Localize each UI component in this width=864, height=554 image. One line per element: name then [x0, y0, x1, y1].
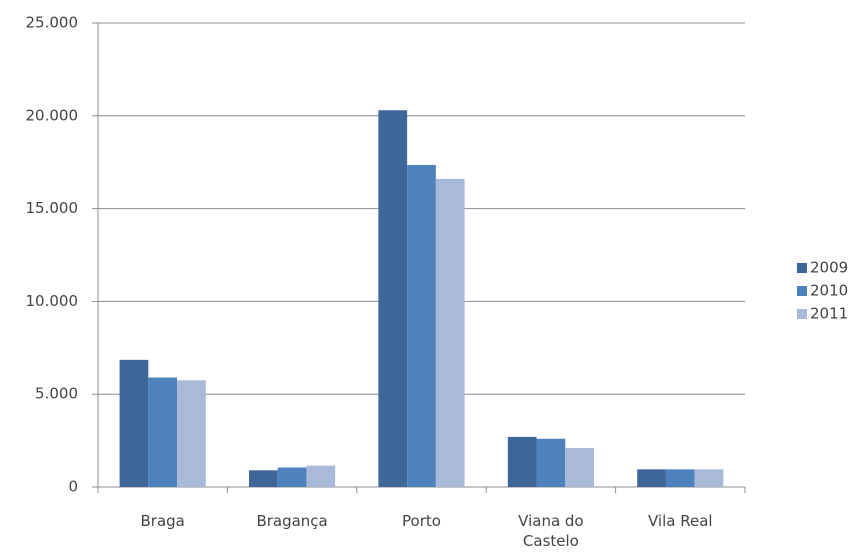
bar — [407, 164, 436, 487]
bar — [665, 469, 695, 487]
bar — [177, 380, 206, 487]
legend-swatch — [797, 263, 807, 273]
bar — [694, 469, 724, 487]
bar — [435, 178, 465, 488]
bar — [378, 110, 408, 488]
bar — [536, 438, 566, 487]
x-tick-label: Bragança — [256, 512, 328, 530]
x-tick-label: Porto — [402, 512, 441, 530]
x-tick-label: Braga — [140, 512, 185, 530]
y-tick-label: 5.000 — [35, 385, 78, 403]
bar — [277, 467, 307, 487]
x-tick-label: Viana do Castelo — [518, 512, 584, 550]
y-tick-label: 15.000 — [26, 199, 79, 217]
legend-swatch — [797, 309, 807, 319]
bar — [119, 359, 149, 487]
legend-label: 2010 — [810, 282, 848, 300]
y-tick-label: 0 — [68, 478, 78, 496]
bar — [148, 377, 178, 487]
legend-label: 2011 — [810, 305, 848, 323]
y-tick-label: 10.000 — [26, 292, 79, 310]
y-tick-label: 20.000 — [26, 106, 79, 124]
x-tick-label: Vila Real — [648, 512, 713, 530]
bar — [306, 465, 336, 487]
legend-swatch — [797, 286, 807, 296]
bar — [249, 470, 278, 487]
y-tick-label: 25.000 — [26, 14, 79, 32]
legend-label: 2009 — [810, 259, 848, 277]
bar — [637, 469, 666, 487]
bar — [565, 448, 594, 487]
bar — [507, 436, 537, 487]
